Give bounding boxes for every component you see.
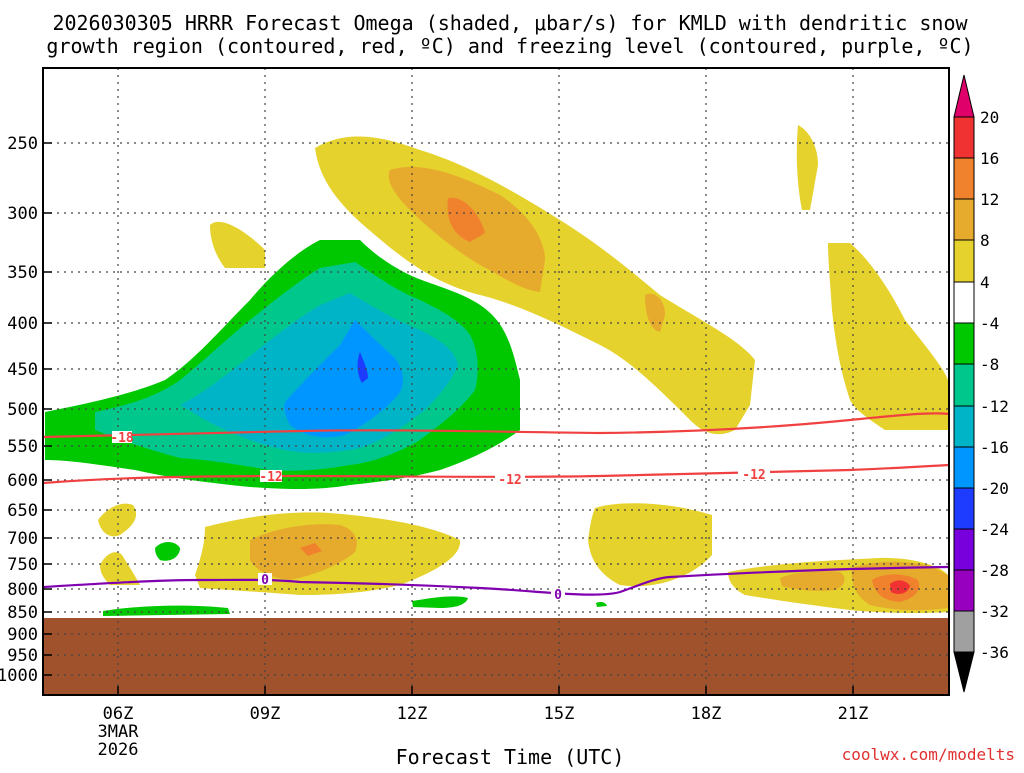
ytick-label-250: 250	[7, 134, 38, 154]
colorbar-cell-minus28-minus24	[953, 528, 975, 571]
colorbar-cell-minus36-minus32	[953, 610, 975, 653]
omega-region-neg16	[284, 320, 403, 438]
colorbar-cell-minus8-minus4	[953, 322, 975, 365]
contour-zero	[42, 565, 950, 596]
contour-label-bg-zero-a	[258, 573, 272, 585]
contour-label-bg-minus12b	[495, 473, 525, 485]
terrain-below-ground	[43, 618, 949, 695]
contour-label-bg-minus12c	[738, 468, 770, 480]
colorbar-cell-minus4-4	[953, 281, 975, 324]
ytick-label-700: 700	[7, 529, 38, 549]
colorbar-label-12: 12	[980, 190, 999, 209]
omega-region-4i	[588, 503, 712, 587]
ytick-label-850: 850	[7, 603, 38, 623]
xtick-label-12z: 12Z	[397, 704, 428, 724]
x-axis: 06Z 09Z 12Z 15Z 18Z 21Z 3MAR 2026	[98, 686, 869, 760]
omega-region-4f	[98, 503, 137, 537]
ytick-label-600: 600	[7, 471, 38, 491]
xtick-label-21z: 21Z	[838, 704, 869, 724]
omega-region-8d	[780, 570, 845, 591]
ytick-label-300: 300	[7, 204, 38, 224]
colorbar-cell-minus24-minus20	[953, 487, 975, 530]
colorbar-cell-16-20	[953, 116, 975, 159]
omega-region-neg4e	[596, 602, 607, 607]
chart-title-line2: growth region (contoured, red, ºC) and f…	[46, 34, 973, 58]
ytick-label-500: 500	[7, 400, 38, 420]
omega-region-4c	[210, 221, 265, 268]
y-axis: 250 300 350 400 450 500 550 600 650 700 …	[0, 134, 52, 686]
xtick-label-15z: 15Z	[544, 704, 575, 724]
colorbar-bottom-arrow	[953, 651, 975, 693]
contour-label-zero-b: 0	[554, 588, 562, 603]
x-axis-title: Forecast Time (UTC)	[396, 745, 625, 768]
colorbar-label-minus12: -12	[980, 397, 1009, 416]
chart-title-line1: 2026030305 HRRR Forecast Omega (shaded, …	[52, 11, 968, 35]
colorbar-top-arrow	[953, 74, 975, 118]
colorbar-label-minus32: -32	[980, 602, 1009, 621]
colorbar-cell-4-8	[953, 239, 975, 283]
contour-minus12	[42, 463, 950, 485]
contour-label-minus18: -18	[110, 431, 134, 446]
ytick-label-750: 750	[7, 555, 38, 575]
omega-shading	[45, 125, 948, 616]
colorbar-label-4: 4	[980, 273, 990, 292]
omega-region-neg20	[357, 352, 368, 383]
contour-lines	[42, 412, 950, 596]
omega-region-4g	[100, 552, 140, 585]
colorbar-cell-minus20-minus16	[953, 446, 975, 489]
colorbar-cell-8-12	[953, 198, 975, 241]
ytick-label-1000: 1000	[0, 666, 38, 686]
ytick-label-900: 900	[7, 625, 38, 645]
ytick-label-800: 800	[7, 580, 38, 600]
colorbar-label-minus20: -20	[980, 479, 1009, 498]
omega-region-neg4b	[155, 542, 180, 561]
colorbar-label-minus16: -16	[980, 438, 1009, 457]
colorbar-cell-12-16	[953, 157, 975, 200]
ytick-label-650: 650	[7, 501, 38, 521]
colorbar-cell-minus16-minus12	[953, 405, 975, 448]
omega-region-16	[890, 580, 910, 594]
xtick-label-06z: 06Z	[103, 704, 134, 724]
colorbar	[953, 74, 975, 693]
omega-region-neg4d	[412, 596, 468, 608]
colorbar-label-minus28: -28	[980, 561, 1009, 580]
xtick-label-09z: 09Z	[250, 704, 281, 724]
date-label-year: 2026	[98, 740, 139, 760]
plot-frame	[42, 67, 950, 696]
omega-region-4d	[796, 125, 818, 210]
ytick-label-350: 350	[7, 263, 38, 283]
colorbar-label-minus36: -36	[980, 643, 1009, 662]
ytick-label-950: 950	[7, 646, 38, 666]
colorbar-label-20: 20	[980, 108, 999, 127]
contour-label-bg-minus18	[112, 431, 132, 443]
date-label-month: 3MAR	[98, 722, 140, 742]
colorbar-label-minus24: -24	[980, 520, 1009, 539]
contour-label-minus12a: -12	[259, 470, 282, 485]
colorbar-labels: 20 16 12 8 4 -4 -8 -12 -16 -20 -24 -28 -…	[980, 108, 1009, 662]
ytick-label-450: 450	[7, 360, 38, 380]
contour-label-zero-a: 0	[261, 573, 269, 588]
ytick-label-400: 400	[7, 314, 38, 334]
contour-label-bg-minus12a	[260, 470, 282, 482]
omega-region-neg4c	[103, 605, 230, 616]
omega-region-12	[447, 197, 485, 242]
contour-labels: -18 -12 -12 -12 0 0	[110, 431, 770, 603]
colorbar-label-minus4: -4	[980, 314, 999, 333]
contour-label-minus12b: -12	[498, 473, 521, 488]
colorbar-cell-minus12-minus8	[953, 363, 975, 407]
colorbar-label-minus8: -8	[980, 355, 999, 374]
contour-label-bg-zero-b	[551, 588, 565, 600]
contour-minus18	[42, 412, 950, 439]
contour-label-minus12c: -12	[742, 468, 765, 483]
ytick-label-550: 550	[7, 437, 38, 457]
colorbar-label-8: 8	[980, 231, 990, 250]
colorbar-cell-minus32-minus28	[953, 569, 975, 612]
omega-region-4e	[828, 243, 948, 430]
omega-region-12b	[300, 543, 322, 556]
colorbar-label-16: 16	[980, 149, 999, 168]
credit-link[interactable]: coolwx.com/modelts	[842, 745, 1015, 764]
xtick-label-18z: 18Z	[691, 704, 722, 724]
